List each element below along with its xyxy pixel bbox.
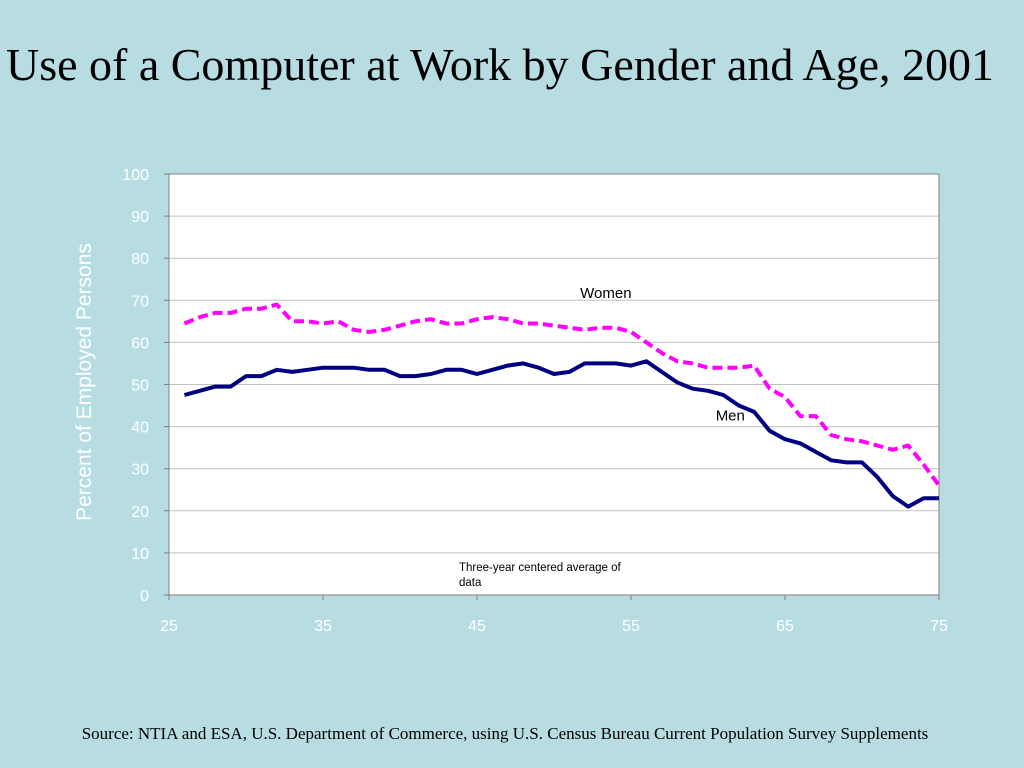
y-tick-label: 100 bbox=[122, 167, 149, 184]
men-series-line bbox=[183, 359, 939, 509]
y-axis-title: Percent of Employed Persons bbox=[73, 243, 96, 521]
x-tick-label: 55 bbox=[622, 618, 640, 635]
x-tick-label: 65 bbox=[776, 618, 794, 635]
slide-title: Use of a Computer at Work by Gender and … bbox=[5, 39, 995, 90]
women-series-line bbox=[183, 302, 941, 487]
y-tick-label: 60 bbox=[131, 335, 149, 352]
y-tick-label: 0 bbox=[140, 588, 149, 605]
y-tick-label: 10 bbox=[131, 546, 149, 563]
y-tick-label: 80 bbox=[131, 251, 149, 268]
chart-note: Three-year centered average of bbox=[459, 562, 622, 574]
axes: 0 10 20 30 40 50 60 70 80 90 100 25 35 45 55 65 75 bbox=[122, 167, 948, 635]
x-tick-label: 25 bbox=[160, 618, 178, 635]
y-tick-label: 70 bbox=[131, 293, 149, 310]
women-series-label: Women bbox=[580, 285, 631, 302]
chart-note-cut: data bbox=[459, 577, 482, 589]
source-note: Source: NTIA and ESA, U.S. Department of… bbox=[81, 724, 929, 743]
x-tick-label: 45 bbox=[468, 618, 486, 635]
men-series-label: Men bbox=[716, 407, 745, 424]
gridlines bbox=[169, 173, 939, 554]
line-chart: 0 10 20 30 40 50 60 70 80 90 100 25 35 45 55 65 75 Women… bbox=[73, 167, 948, 635]
y-tick-label: 90 bbox=[131, 209, 149, 226]
y-tick-label: 50 bbox=[131, 378, 149, 395]
y-tick-label: 20 bbox=[131, 504, 149, 521]
series-lines bbox=[183, 302, 941, 509]
y-tick-label: 40 bbox=[131, 420, 149, 437]
x-tick-label: 35 bbox=[314, 618, 332, 635]
series-labels: Women Men bbox=[580, 285, 745, 424]
x-tick-label: 75 bbox=[930, 618, 948, 635]
y-tick-label: 30 bbox=[131, 462, 149, 479]
